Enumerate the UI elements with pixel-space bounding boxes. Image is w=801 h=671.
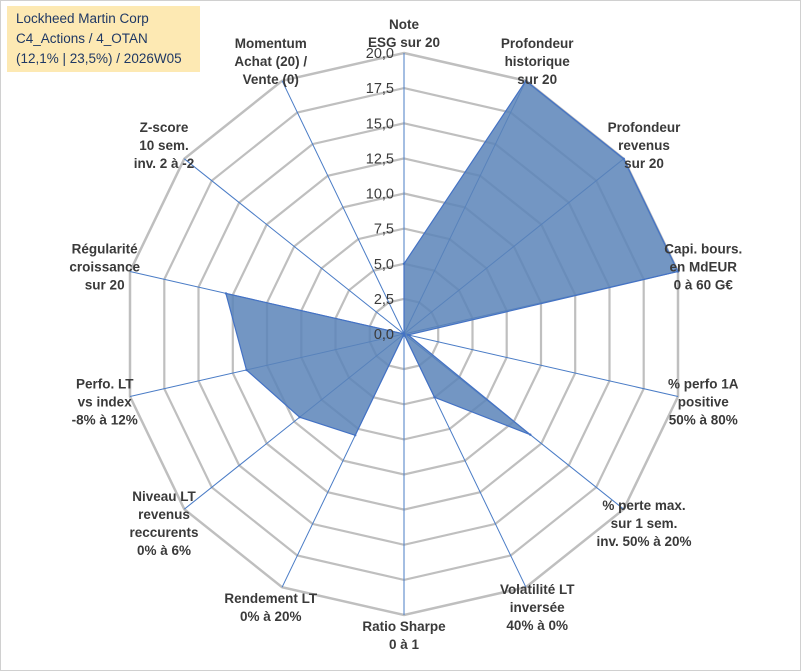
title-line-category: C4_Actions / 4_OTAN bbox=[16, 31, 148, 46]
data-point bbox=[224, 292, 228, 295]
axis-spoke bbox=[403, 333, 679, 397]
tick-label: 15,0 bbox=[366, 116, 394, 132]
chart-title-box: Lockheed Martin Corp C4_Actions / 4_OTAN… bbox=[7, 6, 200, 72]
axis-label: Profondeur revenus sur 20 bbox=[608, 120, 681, 171]
axis-label: Perfo. LT vs index -8% à 12% bbox=[72, 376, 138, 427]
data-point bbox=[402, 262, 406, 265]
data-point bbox=[406, 333, 410, 337]
tick-label: 2,5 bbox=[374, 292, 394, 308]
data-point bbox=[524, 79, 528, 83]
series-area bbox=[225, 79, 679, 437]
axis-label: Capi. bours. en MdEUR 0 à 60 G€ bbox=[664, 242, 742, 293]
axis-label: % perte max. sur 1 sem. inv. 50% à 20% bbox=[596, 498, 691, 549]
data-point bbox=[433, 396, 436, 399]
tick-label: 7,5 bbox=[374, 222, 394, 238]
data-point bbox=[245, 368, 248, 372]
tick-label: 12,5 bbox=[366, 151, 394, 167]
axis-label: % perfo 1A positive 50% à 80% bbox=[668, 376, 739, 427]
axis-label: Volatilité LT inversée 40% à 0% bbox=[500, 582, 575, 633]
tick-label: 17,5 bbox=[366, 81, 394, 97]
axis-label: Profondeur historique sur 20 bbox=[501, 36, 574, 87]
axis-label: Momentum Achat (20) / Vente (0) bbox=[234, 36, 307, 87]
data-point bbox=[298, 416, 301, 419]
data-point bbox=[676, 270, 680, 273]
axis-spoke bbox=[183, 158, 405, 335]
data-point bbox=[354, 434, 357, 437]
tick-label: 20,0 bbox=[366, 46, 394, 62]
tick-label: 10,0 bbox=[366, 187, 394, 203]
axis-label: Niveau LT revenus reccurents 0% à 6% bbox=[129, 489, 198, 558]
data-point bbox=[402, 332, 406, 336]
tick-label: 5,0 bbox=[374, 257, 394, 273]
axis-spoke bbox=[281, 80, 405, 335]
title-line-stats: (12,1% | 23,5%) / 2026W05 bbox=[16, 51, 182, 66]
series-layer bbox=[224, 79, 680, 437]
axis-label: Z-score 10 sem. inv. 2 à -2 bbox=[134, 120, 195, 171]
axis-label: Rendement LT 0% à 20% bbox=[224, 591, 318, 624]
tick-labels: 0,0 2,5 5,0 7,5 10,0 12,5 15,0 17,5 20,0 bbox=[366, 46, 394, 343]
tick-label: 0,0 bbox=[374, 327, 394, 343]
title-line-company: Lockheed Martin Corp bbox=[16, 11, 149, 26]
axis-label: Note ESG sur 20 bbox=[368, 17, 440, 50]
data-point bbox=[529, 433, 532, 436]
axis-label: Ratio Sharpe 0 à 1 bbox=[362, 619, 446, 652]
axis-label: Régularité croissance sur 20 bbox=[69, 242, 140, 293]
axis-labels: Note ESG sur 20 Profondeur historique sur 20… bbox=[69, 17, 742, 652]
data-point bbox=[622, 157, 625, 160]
